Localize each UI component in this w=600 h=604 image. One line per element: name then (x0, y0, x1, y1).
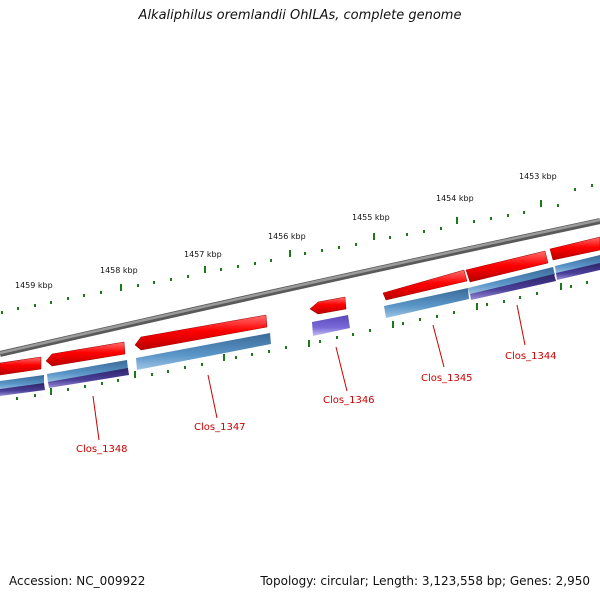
ruler-label: 1458 kbp (100, 266, 138, 275)
gene-label[interactable]: Clos_1348 (76, 444, 128, 455)
leader-line (336, 347, 347, 391)
ruler-label: 1456 kbp (268, 232, 306, 241)
ruler-ticks-inner (17, 281, 587, 400)
leader-line (433, 325, 444, 367)
accession-text: Accession: NC_009922 (9, 574, 145, 588)
leader-line (517, 305, 525, 345)
ruler-label: 1454 kbp (436, 194, 474, 203)
gene-feature[interactable] (312, 315, 350, 336)
gene-label[interactable]: Clos_1346 (323, 395, 375, 406)
ruler-ticks-outer (2, 184, 592, 314)
ruler-label: 1457 kbp (184, 250, 222, 259)
gene-label[interactable]: Clos_1347 (194, 422, 246, 433)
gene-label[interactable]: Clos_1344 (505, 351, 557, 362)
cds-feature[interactable] (550, 237, 600, 260)
ruler-label: 1455 kbp (352, 213, 390, 222)
cds-feature[interactable] (310, 297, 346, 314)
cds-feature[interactable] (46, 342, 125, 366)
genome-summary: Topology: circular; Length: 3,123,558 bp… (260, 574, 590, 588)
genome-map-viewer: Alkaliphilus oremlandii OhILAs, complete… (0, 0, 600, 600)
leader-line (93, 396, 99, 440)
gene-label[interactable]: Clos_1345 (421, 373, 473, 384)
leader-line (208, 375, 217, 418)
genome-title: Alkaliphilus oremlandii OhILAs, complete… (0, 8, 600, 23)
ruler-label: 1453 kbp (519, 172, 557, 181)
ruler-label: 1459 kbp (15, 281, 53, 290)
cds-feature[interactable] (0, 357, 41, 375)
genome-map[interactable]: 1453 kbp 1454 kbp 1455 kbp 1456 kbp 1457… (0, 0, 600, 600)
gene-track[interactable] (0, 255, 600, 396)
